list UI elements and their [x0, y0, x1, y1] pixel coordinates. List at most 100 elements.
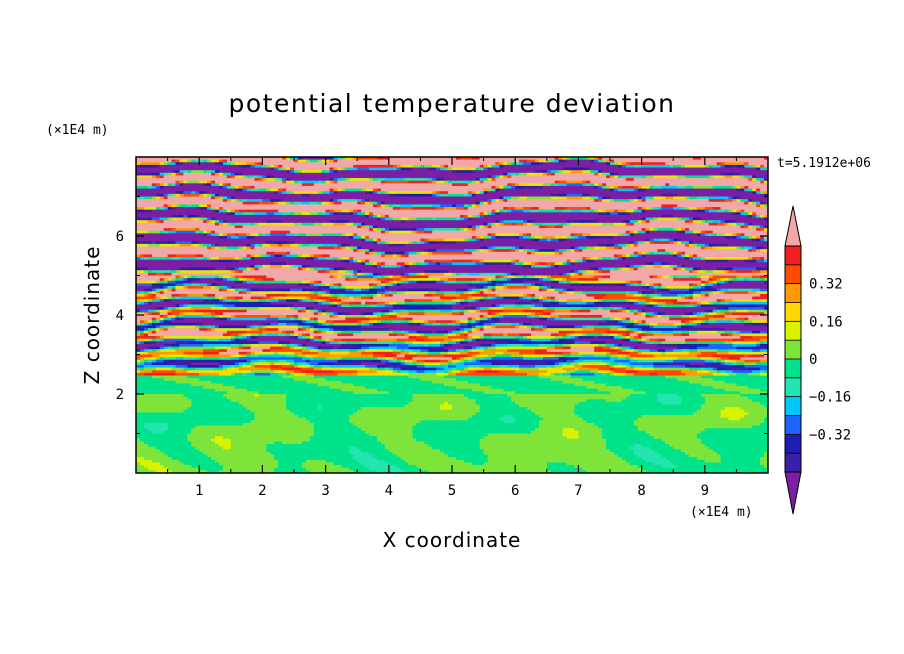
- heatmap-cell: [183, 233, 187, 236]
- heatmap-cell: [381, 160, 385, 163]
- heatmap-cell: [713, 173, 717, 176]
- heatmap-cell: [752, 212, 756, 215]
- heatmap-cell: [642, 181, 646, 184]
- heatmap-cell: [646, 160, 650, 163]
- heatmap-cell: [349, 228, 353, 231]
- heatmap-cell: [713, 228, 717, 231]
- heatmap-cell: [318, 197, 322, 200]
- heatmap-cell: [460, 225, 464, 228]
- heatmap-cell: [187, 199, 191, 202]
- heatmap-cell: [144, 225, 148, 228]
- heatmap-cell: [326, 218, 330, 221]
- heatmap-cell: [393, 236, 397, 239]
- heatmap-cell: [436, 168, 440, 171]
- heatmap-cell: [156, 210, 160, 213]
- heatmap-cell: [677, 220, 681, 223]
- heatmap-cell: [535, 215, 539, 218]
- heatmap-cell: [519, 225, 523, 228]
- heatmap-cell: [484, 178, 488, 181]
- heatmap-cell: [729, 218, 733, 221]
- heatmap-cell: [705, 183, 709, 186]
- heatmap-cell: [140, 194, 144, 197]
- heatmap-cell: [669, 202, 673, 205]
- heatmap-cell: [673, 186, 677, 189]
- heatmap-cell: [618, 215, 622, 218]
- heatmap-cell: [638, 228, 642, 231]
- heatmap-cell: [172, 233, 176, 236]
- heatmap-cell: [160, 231, 164, 234]
- heatmap-cell: [507, 175, 511, 178]
- heatmap-cell: [444, 183, 448, 186]
- heatmap-cell: [464, 199, 468, 202]
- heatmap-cell: [373, 210, 377, 213]
- heatmap-cell: [519, 212, 523, 215]
- heatmap-cell: [282, 173, 286, 176]
- heatmap-cell: [673, 165, 677, 168]
- heatmap-cell: [492, 189, 496, 192]
- heatmap-cell: [420, 186, 424, 189]
- heatmap-cell: [622, 236, 626, 239]
- heatmap-cell: [179, 199, 183, 202]
- heatmap-cell: [503, 223, 507, 226]
- heatmap-cell: [302, 233, 306, 236]
- heatmap-cell: [262, 197, 266, 200]
- heatmap-cell: [413, 236, 417, 239]
- heatmap-cell: [630, 178, 634, 181]
- heatmap-cell: [736, 168, 740, 171]
- heatmap-cell: [567, 218, 571, 221]
- heatmap-cell: [713, 160, 717, 163]
- heatmap-cell: [488, 162, 492, 165]
- heatmap-cell: [531, 181, 535, 184]
- heatmap-cell: [223, 197, 227, 200]
- heatmap-cell: [598, 236, 602, 239]
- heatmap-cell: [448, 212, 452, 215]
- heatmap-cell: [460, 228, 464, 231]
- heatmap-cell: [416, 233, 420, 236]
- heatmap-cell: [266, 220, 270, 223]
- heatmap-cell: [219, 178, 223, 181]
- heatmap-cell: [405, 199, 409, 202]
- heatmap-cell: [345, 168, 349, 171]
- heatmap-cell: [523, 218, 527, 221]
- heatmap-cell: [255, 181, 259, 184]
- heatmap-cell: [397, 233, 401, 236]
- heatmap-cell: [199, 215, 203, 218]
- heatmap-cell: [638, 199, 642, 202]
- heatmap-cell: [164, 239, 168, 242]
- heatmap-cell: [409, 168, 413, 171]
- heatmap-cell: [665, 162, 669, 165]
- heatmap-cell: [665, 173, 669, 176]
- heatmap-cell: [341, 186, 345, 189]
- heatmap-cell: [547, 178, 551, 181]
- heatmap-cell: [286, 233, 290, 236]
- heatmap-cell: [385, 183, 389, 186]
- heatmap-cell: [416, 189, 420, 192]
- heatmap-cell: [440, 199, 444, 202]
- heatmap-cell: [685, 210, 689, 213]
- heatmap-cell: [409, 197, 413, 200]
- heatmap-cell: [472, 204, 476, 207]
- heatmap-cell: [748, 231, 752, 234]
- heatmap-cell: [290, 220, 294, 223]
- heatmap-cell: [290, 197, 294, 200]
- heatmap-cell: [353, 225, 357, 228]
- heatmap-cell: [251, 202, 255, 205]
- heatmap-cell: [302, 228, 306, 231]
- heatmap-cell: [334, 175, 338, 178]
- heatmap-cell: [511, 218, 515, 221]
- heatmap-cell: [705, 210, 709, 213]
- heatmap-cell: [207, 168, 211, 171]
- heatmap-cell: [582, 165, 586, 168]
- heatmap-cell: [314, 210, 318, 213]
- heatmap-cell: [168, 175, 172, 178]
- heatmap-cell: [653, 207, 657, 210]
- heatmap-cell: [373, 223, 377, 226]
- heatmap-cell: [523, 189, 527, 192]
- heatmap-cell: [211, 173, 215, 176]
- heatmap-cell: [661, 215, 665, 218]
- heatmap-cell: [211, 233, 215, 236]
- heatmap-cell: [444, 220, 448, 223]
- heatmap-cell: [424, 233, 428, 236]
- heatmap-cell: [361, 178, 365, 181]
- heatmap-cell: [183, 220, 187, 223]
